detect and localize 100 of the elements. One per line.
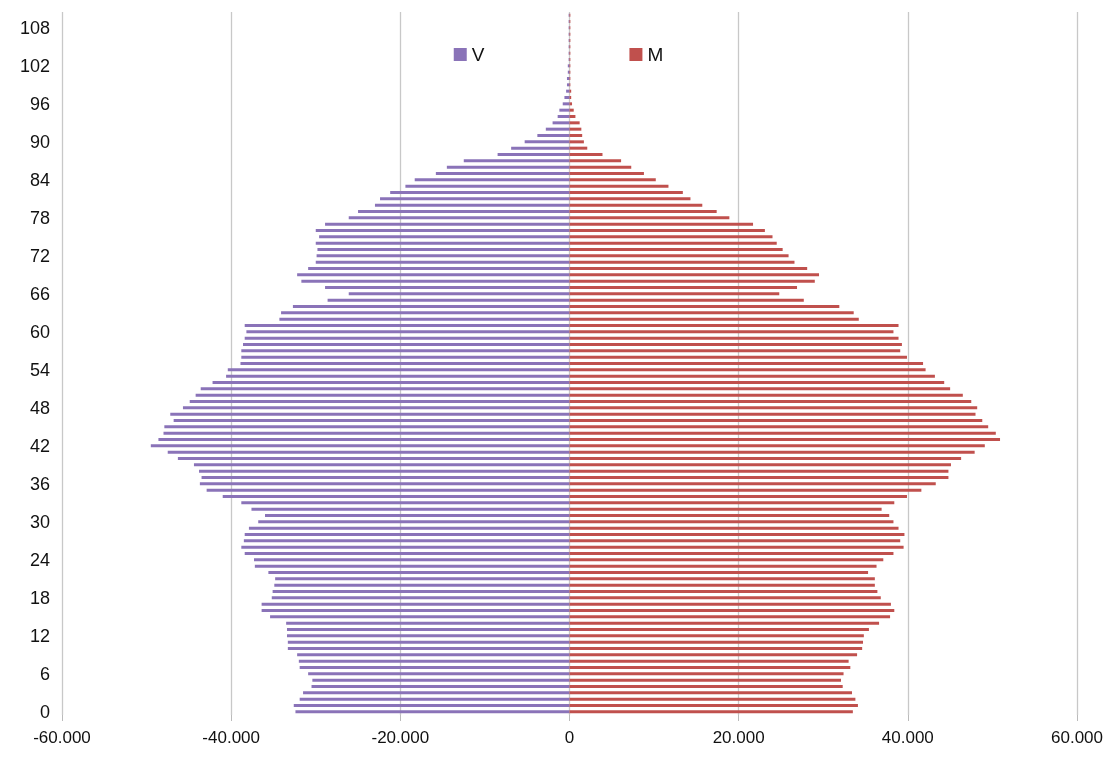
x-tick-label: -40.000 [202,728,260,747]
bar [405,184,570,188]
bar [315,241,570,245]
bar [348,292,570,296]
x-tick-label: 40.000 [881,728,934,747]
bar [569,153,603,156]
bar [569,545,904,549]
y-tick-label: 66 [29,283,50,304]
bar [274,583,570,587]
bar [227,368,570,372]
bar [569,279,815,283]
bar [241,349,570,353]
y-tick-label: 0 [39,701,50,722]
bar [569,210,717,213]
y-tick-label: 54 [29,359,50,380]
bar [199,469,570,473]
bar [569,476,949,479]
bar [569,431,996,435]
bar [295,710,570,714]
bar [265,514,570,517]
bar [569,412,976,416]
bar [374,203,570,207]
bar [569,292,780,296]
bar [569,349,901,353]
bar [569,267,808,270]
bar [569,653,858,657]
bar [297,653,570,657]
bar [261,609,570,612]
bar [569,165,632,169]
bar [569,621,880,625]
bar [301,279,570,283]
bar [569,381,945,384]
bar [562,102,570,106]
bar [287,640,570,644]
bar [569,571,869,574]
bar [308,267,570,270]
bar [569,526,899,530]
bar [545,127,570,131]
bar [552,121,570,125]
bar [569,602,891,606]
bar [569,286,798,289]
bar [315,260,570,264]
bar [569,438,1001,441]
bar [569,482,936,486]
bar [348,216,570,220]
y-tick-label: 6 [39,663,50,684]
bar [569,533,905,536]
bar [569,216,730,220]
bar [569,235,773,239]
bar [281,311,570,315]
bar [569,254,789,258]
bar [299,697,570,701]
bar [286,628,570,631]
bar [150,444,570,448]
bar [569,317,859,321]
bar [308,672,570,676]
bar [199,482,570,486]
legend-label: V [471,44,485,65]
bar [569,362,924,365]
bar [569,444,985,448]
y-tick-label: 108 [19,17,50,38]
bar [212,381,570,384]
bar [240,362,570,365]
bar [569,672,844,676]
bar [248,526,570,530]
bar [569,710,853,714]
legend-label: M [647,44,664,65]
bar [258,520,570,524]
bar [243,539,570,543]
bar [271,596,570,600]
bar [537,134,570,137]
bar [311,685,570,688]
bar [200,387,570,391]
bar [569,419,983,422]
bar [272,590,570,593]
bar [226,374,570,378]
bar [569,685,843,688]
bar [569,552,894,555]
bar [244,336,570,340]
bar [569,469,949,473]
bar [559,108,570,112]
bar [569,159,622,163]
bar [497,153,570,156]
x-tick-label: 20.000 [712,728,765,747]
y-tick-label: 102 [19,55,50,76]
bar [163,431,570,435]
bar [241,545,570,549]
bar [201,476,570,479]
bar [569,450,975,454]
bar [569,134,583,137]
bar [325,286,570,289]
y-tick-label: 24 [29,549,50,570]
bar [569,596,881,600]
bar [463,159,570,163]
bar [569,558,884,562]
bar [569,400,972,403]
bar [315,229,570,232]
bar [569,178,656,182]
bar [569,520,894,524]
bar [569,197,691,201]
